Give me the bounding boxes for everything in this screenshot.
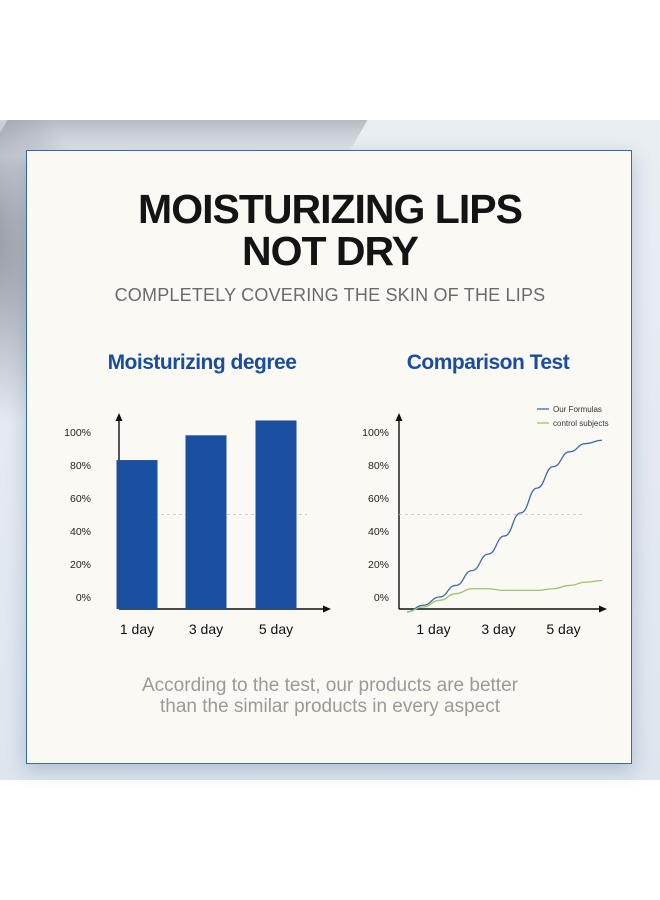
legend-label: Our Formulas [553,405,602,414]
series-line [406,439,603,613]
line-chart-title: Comparison Test [406,351,570,374]
x-tick-label: 3 day [481,621,515,637]
bar-chart: 0% 20% 40% 60% 80% 100% 1 day 3 day 5 day [64,413,331,637]
y-tick-label: 100% [362,427,389,439]
axes [395,413,607,613]
y-tick-label: 40% [70,526,91,538]
y-tick-label: 80% [368,460,389,472]
legend-label: control subjects [553,419,609,428]
bar [116,460,158,609]
page-title-line-1: MOISTURIZING LIPS [138,186,523,232]
bar-chart-title: Moisturizing degree [107,351,297,374]
x-tick-label: 1 day [120,621,154,637]
x-tick-label: 1 day [416,621,450,637]
y-tick-label: 80% [70,460,91,472]
x-tick-label: 5 day [259,621,293,637]
y-tick-label: 20% [70,559,91,571]
x-tick-label: 3 day [189,621,223,637]
y-axis-arrow [115,413,123,421]
bar [255,420,297,609]
x-axis-arrow [599,605,607,613]
y-axis-arrow [395,413,403,421]
footer-note: According to the test, our products are … [27,675,633,717]
y-tick-label: 0% [374,592,389,604]
y-tick-label: 20% [368,559,389,571]
y-tick-label: 0% [76,592,91,604]
x-axis-arrow [323,605,331,613]
info-card: MOISTURIZING LIPS NOT DRY COMPLETELY COV… [26,150,632,764]
bar [185,435,227,609]
footer-line-2: than the similar products in every aspec… [159,696,501,717]
y-tick-label: 40% [368,526,389,538]
legend: Our Formulas control subjects [537,405,609,428]
line-chart: 0% 20% 40% 60% 80% 100% 1 day 3 day 5 day Our For… [362,405,609,637]
y-tick-label: 60% [368,493,389,505]
footer-line-1: According to the test, our products are … [142,675,518,696]
page-title-line-2: NOT DRY [242,228,419,274]
page-subtitle: COMPLETELY COVERING THE SKIN OF THE LIPS [114,285,546,305]
series-line [406,579,603,613]
y-tick-label: 100% [64,427,91,439]
x-tick-label: 5 day [546,621,580,637]
y-tick-label: 60% [70,493,91,505]
